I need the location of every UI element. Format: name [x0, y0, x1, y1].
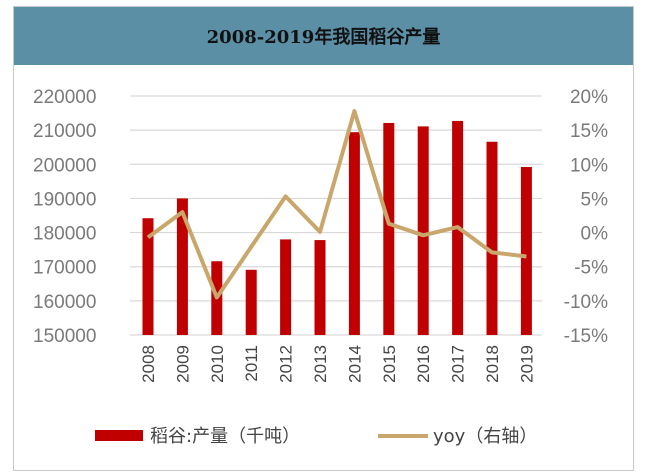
y-left-tick-label: 180000	[33, 224, 96, 245]
legend-line-label: yoy（右轴）	[433, 426, 537, 447]
legend-bar-swatch	[95, 430, 143, 441]
y-left-tick-label: 160000	[33, 292, 96, 313]
x-tick-label: 2010	[208, 345, 227, 383]
y-right-tick-label: -15%	[564, 326, 608, 347]
yoy-line	[146, 109, 527, 300]
y-right-tick-label: 10%	[570, 155, 608, 176]
y-right-tick-label: -5%	[574, 258, 608, 279]
x-tick-label: 2012	[277, 345, 296, 383]
bar-2014	[348, 132, 360, 335]
bar-2011	[245, 269, 257, 335]
y-left-tick-label: 200000	[33, 155, 96, 176]
title-bar: 2008-2019年我国稻谷产量	[14, 7, 633, 65]
legend-bar-label: 稻谷:产量（千吨）	[150, 426, 300, 447]
x-tick-label: 2013	[311, 345, 330, 383]
bar-2018	[486, 141, 498, 335]
bar-2009	[176, 198, 188, 335]
y-right-tick-label: 15%	[570, 121, 608, 142]
x-tick-label: 2019	[517, 345, 536, 383]
y-right-tick-label: 20%	[570, 87, 608, 108]
y-left-tick-label: 150000	[33, 326, 96, 347]
x-tick-label: 2009	[173, 345, 192, 383]
bar-2013	[314, 240, 326, 335]
chart-title: 2008-2019年我国稻谷产量	[206, 27, 441, 48]
legend: 稻谷:产量（千吨） yoy（右轴）	[95, 426, 537, 447]
x-tick-label: 2008	[139, 345, 158, 383]
bar-2008	[142, 218, 154, 335]
bar-2012	[280, 239, 292, 335]
y-left-tick-label: 170000	[33, 258, 96, 279]
x-tick-label: 2018	[483, 345, 502, 383]
x-tick-label: 2017	[449, 345, 468, 383]
y-left-tick-label: 210000	[33, 121, 96, 142]
y-right-tick-label: 0%	[581, 224, 609, 245]
x-tick-label: 2011	[242, 345, 261, 382]
x-tick-label: 2015	[380, 345, 399, 383]
bar-2015	[383, 122, 395, 335]
y-left-tick-label: 190000	[33, 189, 96, 210]
y-left-tick-label: 220000	[33, 87, 96, 108]
bar-2019	[520, 167, 532, 335]
y-right-tick-label: 5%	[581, 189, 609, 210]
bar-2016	[417, 126, 429, 335]
x-tick-label: 2016	[414, 345, 433, 383]
x-tick-label: 2014	[345, 345, 364, 383]
y-right-tick-label: -10%	[564, 292, 608, 313]
